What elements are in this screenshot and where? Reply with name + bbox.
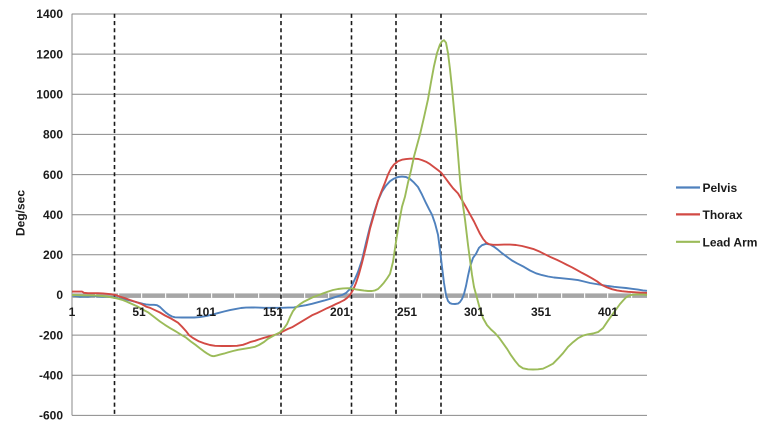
svg-text:351: 351: [531, 305, 551, 319]
svg-text:101: 101: [196, 305, 216, 319]
svg-text:Pelvis: Pelvis: [703, 181, 738, 195]
svg-text:Lead Arm: Lead Arm: [703, 235, 758, 249]
svg-text:800: 800: [43, 128, 63, 142]
svg-text:Thorax: Thorax: [703, 208, 743, 222]
svg-text:0: 0: [56, 288, 63, 302]
svg-text:200: 200: [43, 248, 63, 262]
svg-text:1000: 1000: [36, 88, 63, 102]
svg-text:401: 401: [598, 305, 618, 319]
svg-text:1400: 1400: [36, 7, 63, 21]
svg-text:-400: -400: [39, 369, 63, 383]
svg-text:251: 251: [397, 305, 417, 319]
svg-text:1: 1: [69, 305, 76, 319]
svg-text:400: 400: [43, 208, 63, 222]
svg-text:-600: -600: [39, 409, 63, 423]
svg-text:-200: -200: [39, 328, 63, 342]
svg-text:Deg/sec: Deg/sec: [14, 190, 28, 236]
svg-text:301: 301: [464, 305, 484, 319]
svg-text:201: 201: [330, 305, 350, 319]
svg-text:151: 151: [263, 305, 283, 319]
svg-text:51: 51: [132, 305, 146, 319]
svg-text:1200: 1200: [36, 47, 63, 61]
svg-text:600: 600: [43, 168, 63, 182]
